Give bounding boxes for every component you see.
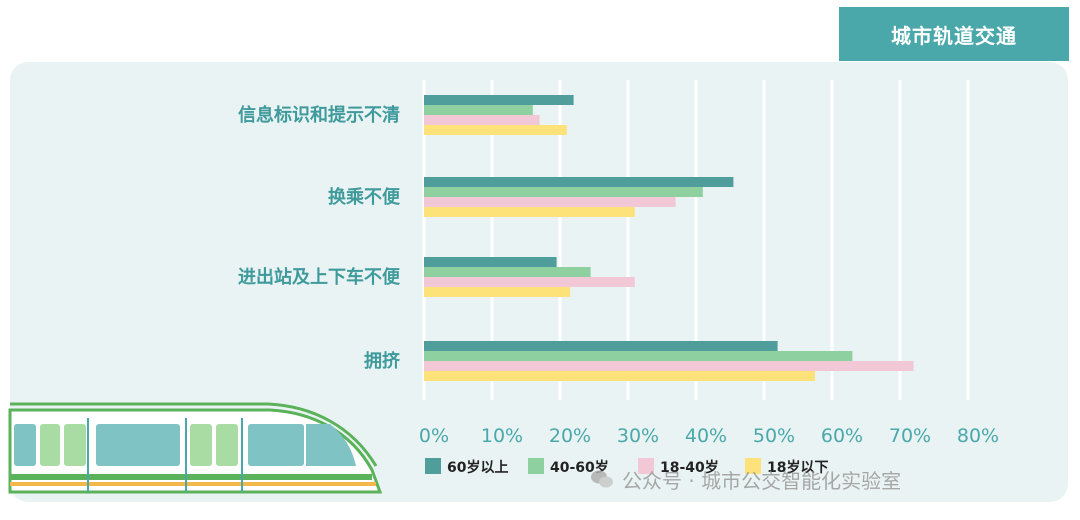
bar — [424, 267, 591, 277]
wechat-icon — [591, 470, 613, 488]
legend-label: 18-40岁 — [660, 459, 719, 476]
bar — [424, 341, 778, 351]
bar — [424, 125, 567, 135]
legend-label: 40-60岁 — [550, 459, 609, 476]
legend-swatch — [745, 458, 761, 474]
x-tick-label: 40% — [685, 425, 727, 447]
bar — [424, 371, 815, 381]
x-tick-label: 30% — [617, 425, 659, 447]
bar — [424, 115, 540, 125]
bar — [424, 287, 571, 297]
legend-label: 60岁以上 — [447, 459, 508, 476]
bar — [424, 197, 676, 207]
legend-swatch — [528, 458, 544, 474]
header-title: 城市轨道交通 — [891, 23, 1017, 48]
legend-swatch — [425, 458, 441, 474]
legend-label: 18岁以下 — [767, 459, 828, 476]
bar — [424, 257, 557, 267]
train-illustration — [8, 402, 383, 494]
bar — [424, 207, 635, 217]
x-tick-label: 70% — [889, 425, 931, 447]
x-tick-label: 50% — [753, 425, 795, 447]
legend-swatch — [638, 458, 654, 474]
bar — [424, 95, 574, 105]
x-tick-label: 20% — [549, 425, 591, 447]
bar — [424, 105, 533, 115]
category-label: 拥挤 — [364, 350, 401, 372]
bar — [424, 361, 914, 371]
bar — [424, 187, 703, 197]
category-label: 信息标识和提示不清 — [238, 104, 400, 126]
x-tick-label: 0% — [419, 425, 449, 447]
header-tab: 城市轨道交通 — [839, 7, 1069, 61]
watermark-text: 公众号 · 城市公交智能化实验室 — [622, 468, 902, 493]
bar — [424, 351, 853, 361]
watermark: 公众号 · 城市公交智能化实验室 — [590, 464, 901, 494]
bar — [424, 277, 635, 287]
x-tick-label: 80% — [957, 425, 999, 447]
category-label: 换乘不便 — [328, 186, 401, 208]
x-tick-label: 10% — [481, 425, 523, 447]
x-tick-label: 60% — [821, 425, 863, 447]
bar — [424, 177, 734, 187]
category-label: 进出站及上下车不便 — [238, 266, 401, 288]
